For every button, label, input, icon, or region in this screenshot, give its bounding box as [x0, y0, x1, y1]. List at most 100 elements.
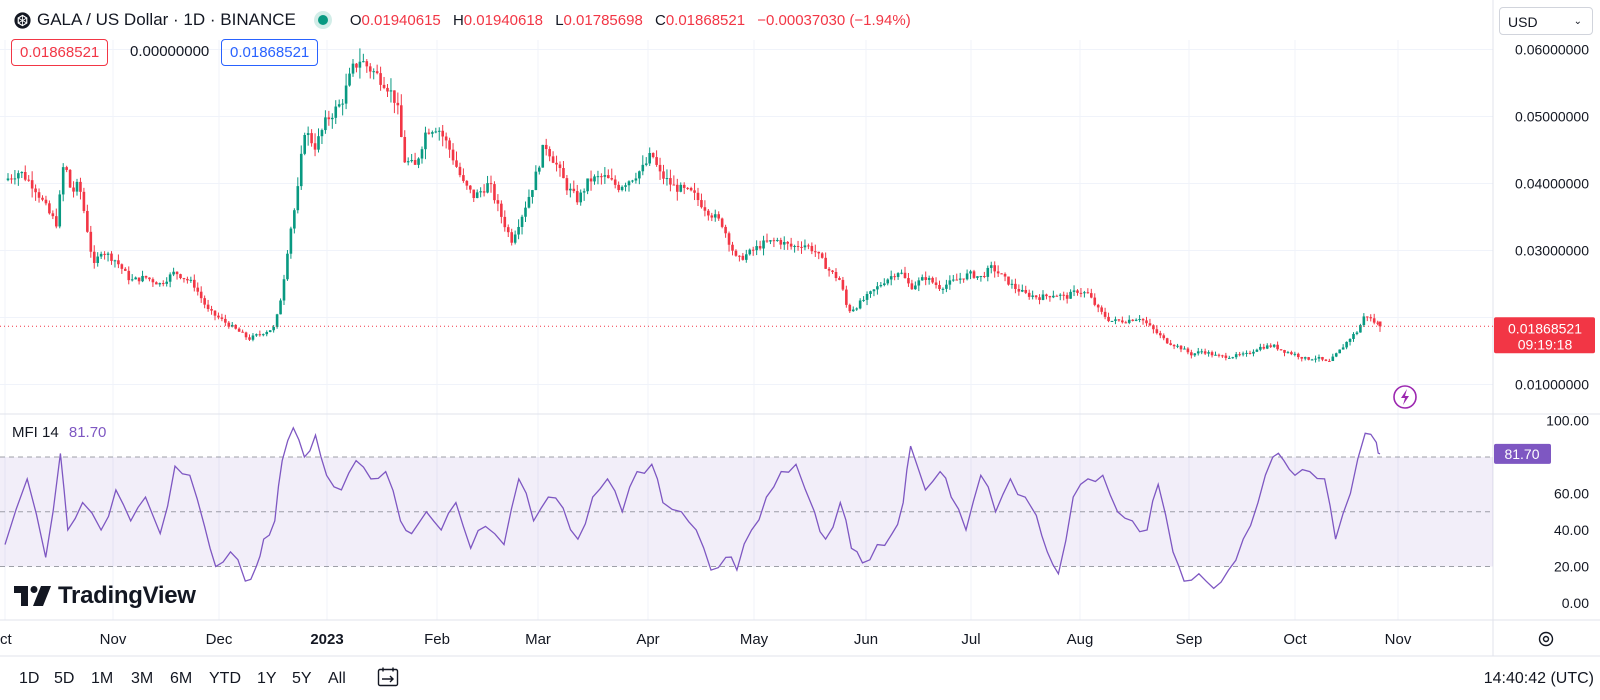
candle: [220, 313, 224, 322]
candle: [644, 157, 648, 167]
candle: [1214, 351, 1217, 356]
candle: [1024, 285, 1028, 295]
candle-body: [458, 166, 462, 176]
utc-clock[interactable]: 14:40:42 (UTC): [1483, 670, 1594, 687]
candle: [1303, 356, 1307, 361]
candle-body: [37, 192, 41, 198]
gear-outer: [1538, 631, 1554, 647]
candle: [1221, 354, 1224, 358]
candle: [986, 265, 990, 282]
buy-button[interactable]: 0.01868521: [221, 39, 319, 66]
candle-body: [72, 187, 75, 192]
candle: [1048, 295, 1052, 302]
ohlc-high-key: H: [452, 11, 464, 29]
candle-body: [769, 240, 772, 242]
candle-body: [372, 71, 375, 73]
candle-body: [396, 102, 400, 106]
candle-body: [1124, 322, 1128, 324]
timeframe-5d[interactable]: 5D: [54, 670, 75, 687]
candle-body: [472, 189, 476, 199]
candle-body: [206, 304, 210, 310]
candle-body: [110, 253, 113, 261]
candle: [165, 277, 168, 287]
candle-body: [1034, 295, 1038, 298]
currency-select[interactable]: USD ⌄: [1499, 7, 1593, 35]
timeframe-3m[interactable]: 3M: [131, 670, 154, 687]
timeframe-5y[interactable]: 5Y: [292, 670, 312, 687]
candle: [534, 165, 538, 191]
candle: [279, 298, 282, 315]
candle-body: [431, 132, 434, 134]
candle-body: [237, 328, 241, 332]
candle-body: [400, 105, 403, 137]
candle: [293, 208, 296, 234]
price-tick-label: 0.04000000: [1515, 176, 1589, 192]
ohlc-low-value: 0.01785698: [563, 11, 643, 29]
candle: [1248, 350, 1252, 355]
candle: [1010, 279, 1014, 289]
candle-body: [479, 191, 482, 193]
settings-gear-icon[interactable]: [1538, 631, 1554, 647]
candle: [889, 270, 893, 286]
spread-value: 0.00000000: [130, 43, 210, 60]
candle-body: [1245, 352, 1248, 354]
candle: [676, 178, 679, 201]
timeframe-ytd[interactable]: YTD: [209, 670, 241, 687]
candle: [193, 274, 196, 292]
candle-body: [1021, 289, 1024, 292]
timeframe-1y[interactable]: 1Y: [257, 670, 277, 687]
timeframe-all[interactable]: All: [328, 670, 346, 687]
candle: [769, 240, 772, 245]
candle-body: [593, 176, 596, 182]
candle: [582, 188, 586, 201]
candle-body: [917, 280, 921, 286]
candle: [696, 187, 700, 206]
candle: [1359, 323, 1362, 333]
candle: [375, 64, 379, 75]
candle-body: [337, 104, 341, 107]
candle-body: [213, 310, 217, 316]
candle-body: [765, 240, 769, 242]
tradingview-logo[interactable]: TradingView: [14, 582, 196, 610]
candle-body: [1048, 296, 1052, 298]
candle: [1321, 356, 1324, 362]
candle: [396, 92, 400, 115]
candle: [451, 143, 455, 165]
candle: [265, 330, 269, 337]
candle-body: [896, 273, 900, 277]
date-range-icon[interactable]: [376, 665, 400, 694]
candle-body: [51, 213, 55, 217]
candle-body: [165, 281, 168, 284]
candle-body: [927, 277, 931, 280]
timeframe-6m[interactable]: 6M: [170, 670, 193, 687]
candle: [624, 182, 627, 192]
candle: [1031, 290, 1034, 300]
candle: [1283, 349, 1286, 357]
candle: [1376, 320, 1379, 326]
sell-button[interactable]: 0.01868521: [11, 39, 109, 66]
timeframe-1d[interactable]: 1D: [19, 670, 40, 687]
tradingview-logo-icon: [14, 586, 51, 606]
candle-body: [265, 332, 269, 335]
candle-body: [914, 285, 917, 290]
candle: [196, 282, 200, 296]
candle-body: [1096, 304, 1100, 308]
candle: [979, 275, 983, 282]
candle: [593, 174, 596, 185]
mfi-legend[interactable]: MFI 14 81.70: [12, 424, 106, 441]
time-axis-label: Jun: [854, 631, 878, 648]
candle: [1086, 288, 1090, 294]
candle: [658, 157, 662, 180]
candle: [262, 333, 265, 337]
candle: [565, 175, 569, 195]
time-axis-label: 2023: [310, 631, 343, 648]
candle: [1079, 287, 1083, 298]
symbol-title[interactable]: GALA / US Dollar · 1D · BINANCE: [37, 10, 296, 29]
timeframe-1m[interactable]: 1M: [91, 670, 114, 687]
candle-body: [903, 272, 907, 279]
price-tick-label: 0.01000000: [1515, 377, 1589, 393]
candle: [424, 126, 427, 160]
candle: [479, 187, 482, 198]
candle-body: [1179, 345, 1183, 350]
